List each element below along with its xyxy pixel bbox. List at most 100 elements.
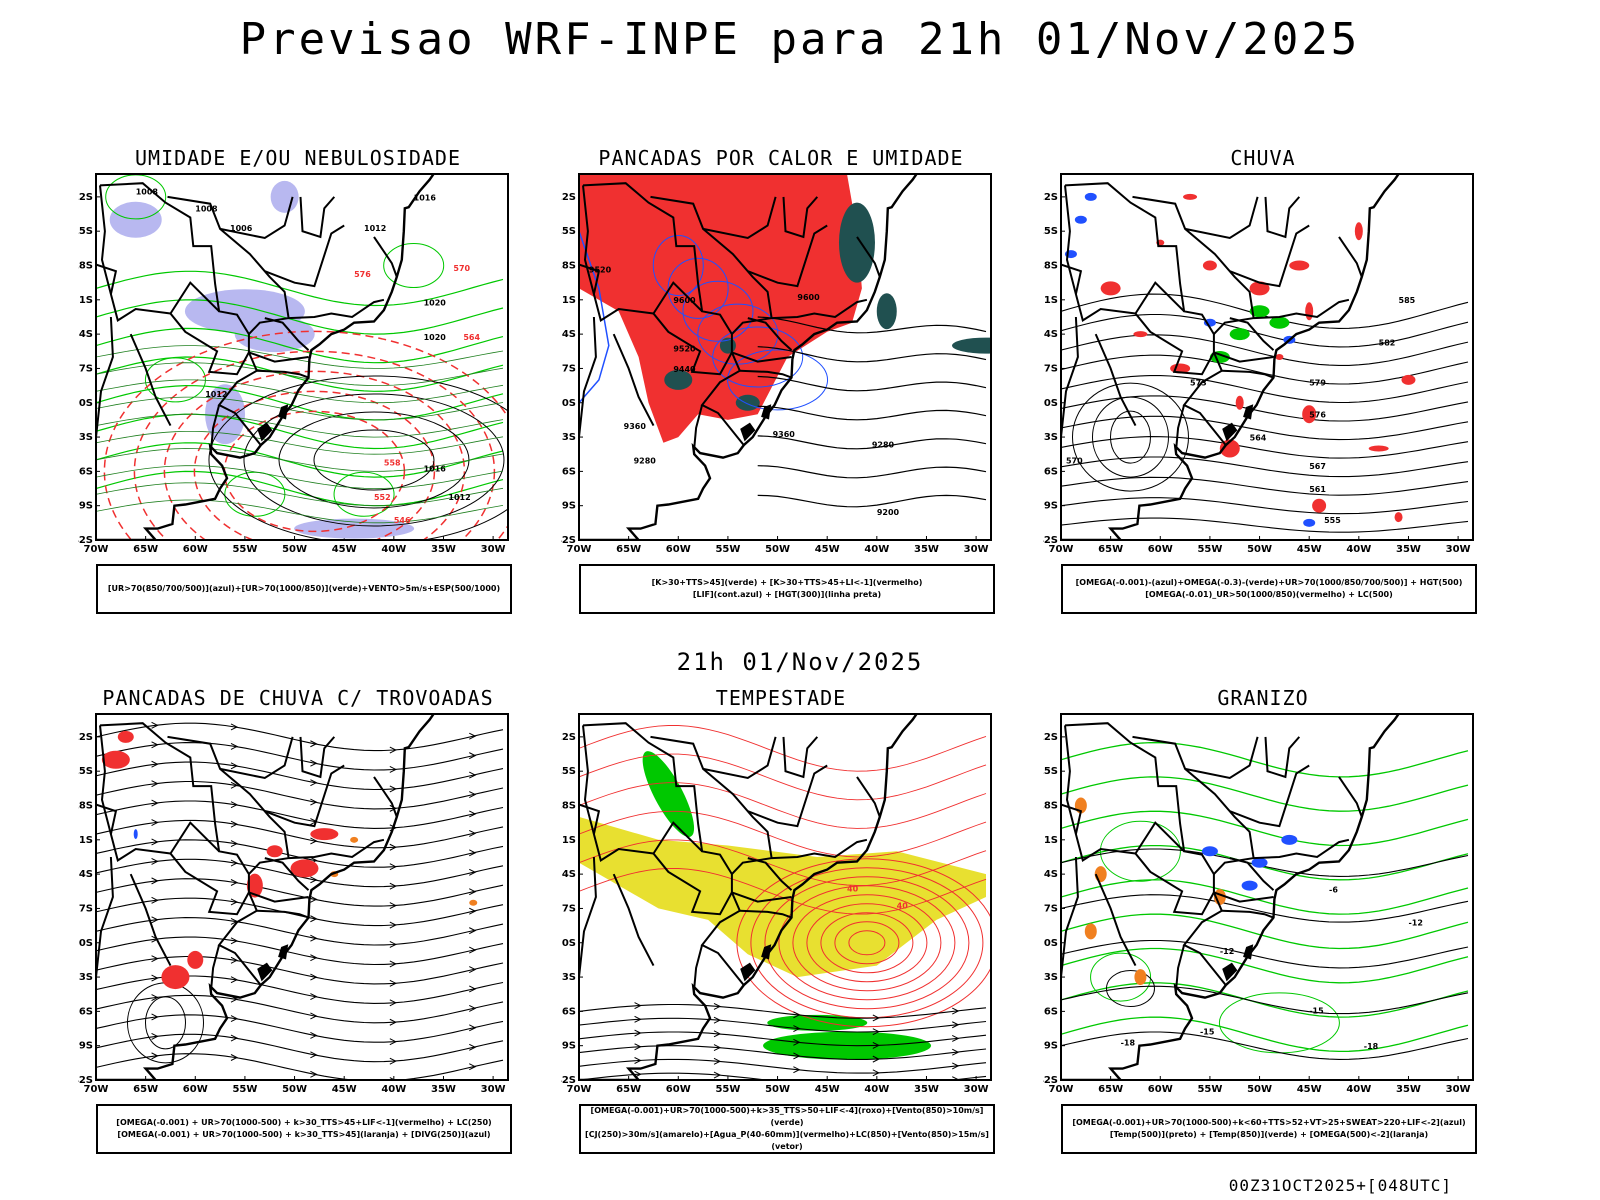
contour-label: -12 bbox=[1220, 947, 1234, 956]
lon-tick-label: 65W bbox=[1098, 1084, 1123, 1095]
main-title: Previsao WRF-INPE para 21h 01/Nov/2025 bbox=[239, 14, 1361, 65]
hail-area-blue bbox=[1251, 857, 1268, 868]
country-border bbox=[856, 776, 881, 818]
streamline-arrow bbox=[469, 1063, 477, 1071]
streamline-arrow bbox=[469, 1043, 477, 1051]
panel-pancadas-calor: PANCADAS POR CALOR E UMIDADE 12S 15S 18S 21… bbox=[561, 146, 1001, 626]
wind-barbs bbox=[96, 448, 504, 472]
streamline-arrow bbox=[310, 973, 318, 981]
omega-area-orange bbox=[1134, 969, 1147, 986]
lat-tick-label: 33S bbox=[1043, 972, 1058, 983]
streamline-arrow bbox=[952, 1062, 960, 1070]
contour-label: 546 bbox=[394, 516, 411, 525]
contour-label: 9600 bbox=[797, 293, 820, 302]
country-border bbox=[1184, 196, 1259, 240]
thickness-contour bbox=[103, 330, 508, 540]
lon-tick-label: 30W bbox=[1446, 544, 1471, 555]
country-border bbox=[1184, 736, 1259, 780]
temp850-contour bbox=[1061, 1016, 1469, 1053]
humidity-contour-low bbox=[96, 470, 504, 507]
wind-barbs bbox=[96, 482, 504, 507]
lat-tick-label: 18S bbox=[1043, 801, 1058, 812]
country-border bbox=[731, 351, 792, 363]
lc250-streamline bbox=[96, 800, 504, 829]
lon-tick-label: 40W bbox=[864, 1084, 889, 1095]
streamline-arrow bbox=[713, 1016, 722, 1024]
streamline-arrow bbox=[151, 877, 159, 885]
contour-label: 9520 bbox=[589, 265, 612, 274]
lat-tick-label: 42S bbox=[561, 535, 576, 546]
coastline bbox=[96, 714, 436, 1080]
contour-label: 585 bbox=[1399, 296, 1416, 305]
lat-tick-label: 18S bbox=[78, 261, 93, 272]
contour-label: 1020 bbox=[424, 333, 447, 342]
lat-tick-label: 42S bbox=[78, 535, 93, 546]
thickness-contour bbox=[193, 390, 436, 540]
lon-tick-label: 45W bbox=[815, 544, 840, 555]
country-border bbox=[652, 821, 733, 916]
hail-area-blue bbox=[1241, 880, 1258, 891]
lc250-streamline bbox=[96, 780, 504, 810]
lon-tick-label: 65W bbox=[133, 544, 158, 555]
lat-tick-label: 24S bbox=[1043, 329, 1058, 340]
lat-tick-label: 18S bbox=[561, 801, 576, 812]
lc250-streamline bbox=[96, 936, 504, 966]
legend-line-1: [OMEGA(-0.001) + UR>70(1000-500) + k>30_… bbox=[116, 1118, 492, 1127]
contour-label: 1006 bbox=[230, 224, 253, 233]
hgt500-contour bbox=[1061, 497, 1469, 515]
lagoa-dos-patos bbox=[1243, 944, 1254, 960]
contour-label: 1012 bbox=[448, 493, 470, 502]
lon-tick-label: 70W bbox=[1049, 544, 1074, 555]
omega-area-orange bbox=[1084, 923, 1097, 940]
lat-tick-label: 21S bbox=[1043, 295, 1058, 306]
legend-line-1: [OMEGA(-0.001)-(azul)+OMEGA(-0.3)-(verde… bbox=[1075, 578, 1463, 587]
low-contour bbox=[1091, 396, 1169, 478]
storm-area-orange bbox=[469, 899, 478, 906]
hgt500-contour bbox=[1061, 456, 1469, 478]
lat-tick-label: 27S bbox=[561, 363, 576, 374]
streamline-arrow bbox=[151, 721, 159, 729]
panel-pancadas-trovoadas: PANCADAS DE CHUVA C/ TROVOADAS 12S 15S 18S… bbox=[78, 686, 518, 1166]
country-border bbox=[256, 369, 309, 379]
country-border bbox=[579, 856, 597, 981]
lon-tick-label: 30W bbox=[964, 1084, 989, 1095]
streamline-arrow bbox=[151, 799, 159, 807]
precipitable-water-contour bbox=[579, 782, 987, 829]
lc250-streamline bbox=[96, 878, 504, 907]
humidity-contour-low bbox=[96, 299, 504, 335]
instability-area-dark bbox=[876, 293, 897, 330]
lat-tick-label: 39S bbox=[78, 1041, 93, 1052]
divergence-blue bbox=[133, 829, 138, 840]
lat-tick-label: 18S bbox=[561, 261, 576, 272]
streamline-arrow bbox=[310, 895, 318, 903]
lat-tick-label: 24S bbox=[561, 869, 576, 880]
country-border bbox=[1061, 263, 1083, 295]
low-contour bbox=[1071, 382, 1189, 492]
country-border bbox=[1064, 722, 1227, 986]
streamline-arrow bbox=[310, 934, 318, 942]
contour-label: 9520 bbox=[673, 344, 696, 353]
rain-area-blue bbox=[1303, 518, 1316, 527]
pressure-contour bbox=[208, 375, 508, 540]
rain-area-blue bbox=[1084, 192, 1097, 201]
country-border bbox=[1134, 821, 1215, 916]
streamline-arrow bbox=[389, 1077, 396, 1080]
streamline-arrow bbox=[230, 976, 239, 984]
thickness-contour bbox=[133, 350, 496, 540]
country-border bbox=[99, 182, 262, 446]
country-border bbox=[1213, 351, 1274, 363]
hgt500-contour bbox=[1061, 476, 1469, 496]
country-border bbox=[1338, 236, 1363, 278]
contour-label: 564 bbox=[463, 333, 480, 342]
streamline-arrow bbox=[389, 804, 397, 812]
streamline-arrow bbox=[389, 766, 397, 773]
low-contour bbox=[1109, 410, 1151, 464]
streamline-arrow bbox=[151, 1052, 159, 1060]
lon-tick-label: 30W bbox=[481, 544, 506, 555]
storm-area-red bbox=[101, 750, 130, 769]
streamline-arrow bbox=[151, 994, 159, 1001]
streamline-arrow bbox=[230, 840, 239, 848]
rain-area-red bbox=[1401, 374, 1416, 385]
streamline-arrow bbox=[230, 956, 239, 964]
lat-tick-label: 33S bbox=[561, 972, 576, 983]
